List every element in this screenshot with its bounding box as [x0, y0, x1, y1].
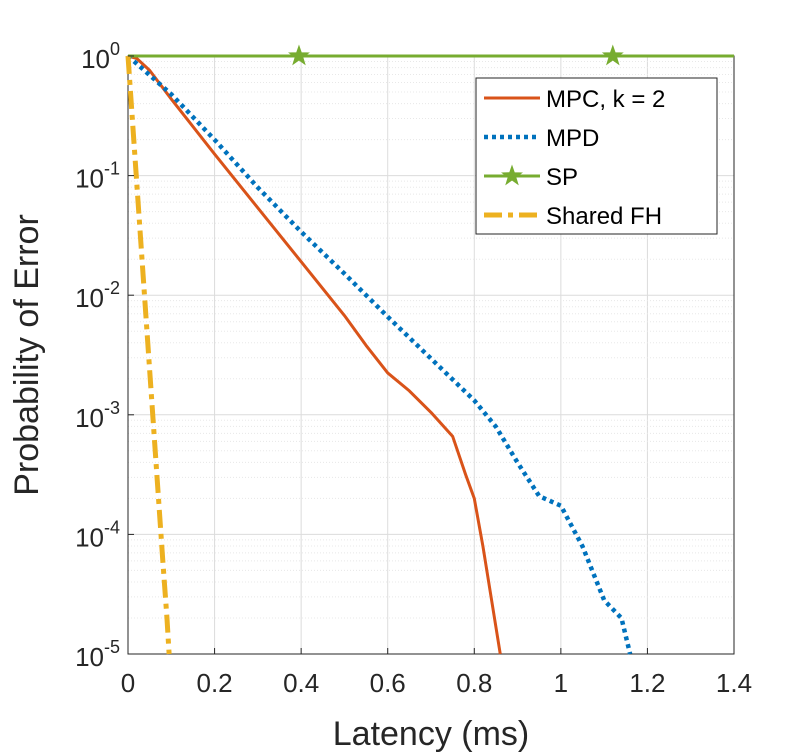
y-tick-label: 10-4 [75, 517, 120, 552]
series-line-3 [125, 55, 172, 655]
x-tick-label: 0.6 [370, 668, 406, 698]
legend-label: MPD [546, 125, 599, 152]
series-marker-star [288, 44, 310, 66]
series-marker-star [601, 44, 624, 66]
x-tick-label: 1.2 [629, 668, 665, 698]
legend-label: SP [546, 164, 578, 191]
ticks: 0 0.2 0.4 0.6 0.8 1 1.2 1.4 100 10-1 10-2 10-3 10-4 1… [75, 39, 752, 698]
y-tick-label: 10-5 [75, 637, 120, 672]
x-tick-label: 0.8 [456, 668, 492, 698]
legend: MPC, k = 2 MPD SP Shared FH [475, 77, 718, 235]
x-tick-label: 0.4 [283, 668, 319, 698]
y-tick-label: 10-3 [75, 398, 120, 433]
y-tick-label: 10-2 [75, 278, 120, 313]
y-axis-label: Probability of Error [8, 214, 46, 496]
x-tick-label: 1.4 [716, 668, 752, 698]
series-line-0 [127, 54, 502, 655]
series-layer [125, 44, 734, 655]
x-tick-label: 0.2 [196, 668, 232, 698]
x-axis-label: Latency (ms) [333, 715, 530, 752]
y-tick-label: 10-1 [75, 159, 120, 194]
legend-box [475, 77, 718, 235]
legend-label: Shared FH [546, 203, 662, 230]
legend-swatch-star [501, 164, 523, 186]
y-tick-label: 100 [81, 39, 120, 74]
x-tick-label: 1 [554, 668, 568, 698]
legend-label: MPC, k = 2 [546, 86, 665, 113]
series-line-1 [126, 54, 633, 655]
x-tick-label: 0 [121, 668, 135, 698]
